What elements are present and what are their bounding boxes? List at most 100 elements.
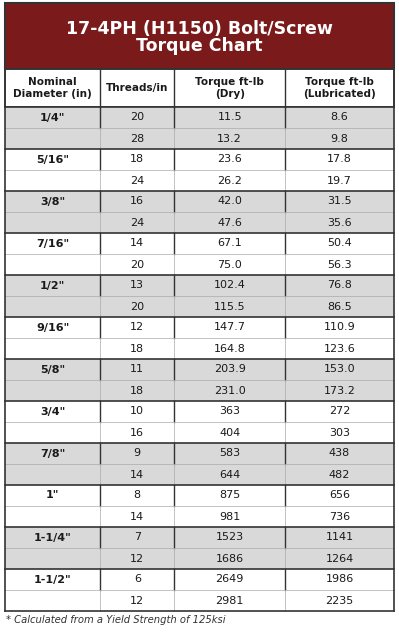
Text: 3/8": 3/8" [40, 197, 65, 207]
Text: 303: 303 [329, 427, 350, 437]
Text: 26.2: 26.2 [217, 176, 242, 186]
Text: 115.5: 115.5 [214, 301, 245, 312]
FancyBboxPatch shape [5, 191, 394, 212]
Text: 31.5: 31.5 [327, 197, 352, 207]
Text: 583: 583 [219, 449, 240, 458]
Text: 10: 10 [130, 406, 144, 416]
Text: 11.5: 11.5 [217, 112, 242, 123]
Text: 7: 7 [134, 533, 141, 542]
Text: 12: 12 [130, 322, 144, 332]
Text: 1": 1" [46, 490, 59, 501]
Text: 482: 482 [329, 470, 350, 480]
Text: 231.0: 231.0 [214, 386, 245, 396]
Text: 14: 14 [130, 511, 144, 521]
Text: 1/4": 1/4" [40, 112, 65, 123]
Text: 20: 20 [130, 260, 144, 269]
Text: * Calculated from a Yield Strength of 125ksi: * Calculated from a Yield Strength of 12… [6, 615, 225, 625]
FancyBboxPatch shape [5, 422, 394, 443]
FancyBboxPatch shape [5, 506, 394, 527]
Text: 7/8": 7/8" [40, 449, 65, 458]
Text: 18: 18 [130, 344, 144, 353]
FancyBboxPatch shape [5, 149, 394, 170]
FancyBboxPatch shape [5, 107, 394, 128]
Text: 164.8: 164.8 [214, 344, 246, 353]
Text: 12: 12 [130, 554, 144, 564]
FancyBboxPatch shape [5, 401, 394, 422]
Text: 9.8: 9.8 [331, 133, 348, 143]
FancyBboxPatch shape [5, 338, 394, 359]
FancyBboxPatch shape [5, 359, 394, 380]
Text: 24: 24 [130, 217, 144, 228]
Text: 173.2: 173.2 [324, 386, 356, 396]
Text: 123.6: 123.6 [324, 344, 356, 353]
Text: 8.6: 8.6 [331, 112, 348, 123]
Text: 86.5: 86.5 [327, 301, 352, 312]
Text: 1141: 1141 [326, 533, 354, 542]
Text: 18: 18 [130, 386, 144, 396]
FancyBboxPatch shape [5, 128, 394, 149]
FancyBboxPatch shape [5, 464, 394, 485]
Text: 1986: 1986 [326, 574, 354, 585]
Text: 7/16": 7/16" [36, 238, 69, 248]
Text: 9: 9 [134, 449, 141, 458]
Text: 28: 28 [130, 133, 144, 143]
FancyBboxPatch shape [5, 380, 394, 401]
Text: 6: 6 [134, 574, 141, 585]
Text: 17.8: 17.8 [327, 154, 352, 164]
FancyBboxPatch shape [5, 548, 394, 569]
Text: 1686: 1686 [215, 554, 244, 564]
Text: 644: 644 [219, 470, 240, 480]
Text: 2649: 2649 [215, 574, 244, 585]
Text: Torque ft-lb
(Dry): Torque ft-lb (Dry) [195, 77, 264, 99]
Text: 8: 8 [134, 490, 141, 501]
Text: 16: 16 [130, 427, 144, 437]
FancyBboxPatch shape [5, 212, 394, 233]
Text: 14: 14 [130, 238, 144, 248]
Text: 147.7: 147.7 [213, 322, 246, 332]
FancyBboxPatch shape [5, 296, 394, 317]
Text: 50.4: 50.4 [327, 238, 352, 248]
FancyBboxPatch shape [5, 569, 394, 590]
Text: 14: 14 [130, 470, 144, 480]
FancyBboxPatch shape [5, 527, 394, 548]
Text: 19.7: 19.7 [327, 176, 352, 186]
Text: 12: 12 [130, 595, 144, 605]
Text: 35.6: 35.6 [327, 217, 352, 228]
Text: 272: 272 [329, 406, 350, 416]
Text: 102.4: 102.4 [214, 281, 246, 291]
Text: 18: 18 [130, 154, 144, 164]
FancyBboxPatch shape [5, 69, 394, 107]
FancyBboxPatch shape [5, 590, 394, 611]
Text: 16: 16 [130, 197, 144, 207]
Text: 1-1/2": 1-1/2" [34, 574, 71, 585]
Text: Threads/in: Threads/in [106, 83, 168, 93]
Text: 1/2": 1/2" [40, 281, 65, 291]
Text: 56.3: 56.3 [327, 260, 352, 269]
FancyBboxPatch shape [5, 233, 394, 254]
Text: 17-4PH (H1150) Bolt/Screw: 17-4PH (H1150) Bolt/Screw [66, 20, 333, 38]
FancyBboxPatch shape [5, 170, 394, 191]
Text: 363: 363 [219, 406, 240, 416]
FancyBboxPatch shape [5, 443, 394, 464]
Text: 1523: 1523 [215, 533, 244, 542]
Text: Torque ft-lb
(Lubricated): Torque ft-lb (Lubricated) [303, 77, 376, 99]
Text: 2235: 2235 [326, 595, 354, 605]
Text: 656: 656 [329, 490, 350, 501]
Text: 875: 875 [219, 490, 240, 501]
Text: 1-1/4": 1-1/4" [34, 533, 71, 542]
Text: 23.6: 23.6 [217, 154, 242, 164]
Text: 404: 404 [219, 427, 240, 437]
Text: 20: 20 [130, 301, 144, 312]
Text: 13.2: 13.2 [217, 133, 242, 143]
Text: 736: 736 [329, 511, 350, 521]
Text: 5/8": 5/8" [40, 365, 65, 375]
Text: 67.1: 67.1 [217, 238, 242, 248]
FancyBboxPatch shape [5, 254, 394, 275]
Text: 981: 981 [219, 511, 240, 521]
Text: 75.0: 75.0 [217, 260, 242, 269]
Text: 24: 24 [130, 176, 144, 186]
Text: 76.8: 76.8 [327, 281, 352, 291]
Text: 42.0: 42.0 [217, 197, 242, 207]
Text: Torque Chart: Torque Chart [136, 37, 263, 55]
Text: 2981: 2981 [215, 595, 244, 605]
